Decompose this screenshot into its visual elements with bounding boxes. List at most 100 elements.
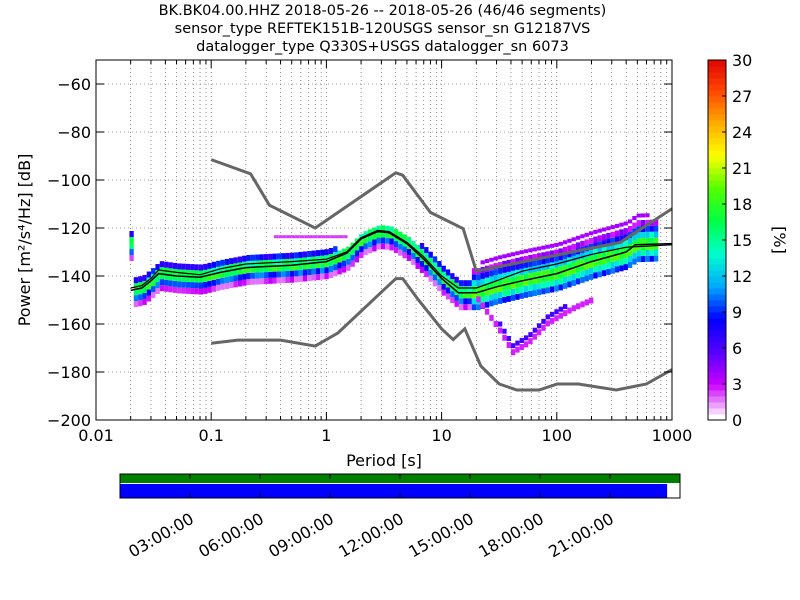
histogram-cell xyxy=(198,276,204,283)
histogram-cell xyxy=(640,232,646,239)
histogram-cell xyxy=(506,271,511,278)
histogram-cell xyxy=(276,253,282,260)
histogram-cell xyxy=(619,222,624,227)
histogram-cell xyxy=(528,254,533,261)
histogram-cell xyxy=(359,240,364,247)
histogram-cell xyxy=(506,283,511,290)
histogram-cell xyxy=(523,285,529,292)
histogram-cell xyxy=(580,252,585,259)
histogram-cell xyxy=(276,271,282,278)
colorbar-segment xyxy=(708,96,726,103)
histogram-cell xyxy=(194,264,199,271)
histogram-cell xyxy=(337,262,342,269)
histogram-cell xyxy=(372,245,377,252)
histogram-cell xyxy=(402,234,407,241)
histogram-cell xyxy=(281,277,286,284)
histogram-cell xyxy=(467,286,472,293)
histogram-cell xyxy=(601,258,607,265)
histogram-cell xyxy=(380,237,386,244)
histogram-cell xyxy=(467,304,472,311)
colorbar-label: [%] xyxy=(770,226,789,254)
histogram-cell xyxy=(424,253,429,260)
histogram-cell xyxy=(276,265,282,272)
histogram-cell xyxy=(506,253,511,258)
colorbar-segment xyxy=(708,144,726,151)
histogram-cell xyxy=(198,264,204,271)
time-tick-label: 18:00:00 xyxy=(475,509,547,561)
colorbar-segment xyxy=(708,162,726,169)
histogram-cell xyxy=(298,263,303,270)
histogram-cell xyxy=(610,243,615,250)
colorbar-segment xyxy=(708,342,726,349)
histogram-cell xyxy=(632,240,637,247)
histogram-cell xyxy=(554,273,559,280)
histogram-cell xyxy=(325,235,331,239)
histogram-cell xyxy=(458,292,464,299)
histogram-cell xyxy=(155,288,160,295)
histogram-cell xyxy=(198,288,204,295)
histogram-cell xyxy=(515,293,520,300)
histogram-cell xyxy=(610,237,615,244)
histogram-cell xyxy=(541,282,546,289)
histogram-cell xyxy=(337,268,342,275)
histogram-cell xyxy=(372,239,377,246)
histogram-cell xyxy=(614,266,620,273)
histogram-cell xyxy=(338,235,344,239)
histogram-cell xyxy=(476,286,481,293)
histogram-cell xyxy=(484,259,490,264)
histogram-cell xyxy=(328,266,334,273)
histogram-cell xyxy=(177,275,182,282)
histogram-cell xyxy=(471,280,477,287)
histogram-cell xyxy=(610,231,615,238)
histogram-cell xyxy=(597,241,602,248)
histogram-cell xyxy=(597,259,602,266)
histogram-cell xyxy=(627,262,633,269)
histogram-cell xyxy=(268,271,273,278)
histogram-cell xyxy=(519,250,524,255)
histogram-cell xyxy=(467,298,472,305)
histogram-cell xyxy=(601,227,607,232)
histogram-cell xyxy=(601,270,607,277)
histogram-cell xyxy=(190,282,195,289)
histogram-cell xyxy=(276,277,282,284)
histogram-cell xyxy=(480,272,485,279)
histogram-cell xyxy=(528,260,533,267)
histogram-cell xyxy=(632,252,637,259)
noise-model-low xyxy=(211,277,673,392)
histogram-cell xyxy=(614,223,620,228)
histogram-cell xyxy=(463,292,468,299)
histogram-cell xyxy=(588,249,594,256)
histogram-cell xyxy=(558,272,563,279)
histogram-cell xyxy=(315,256,321,263)
histogram-cell xyxy=(575,272,581,279)
colorbar-segment xyxy=(708,336,726,343)
histogram-cell xyxy=(528,338,533,345)
histogram-cell xyxy=(246,266,251,273)
histogram-cell xyxy=(454,294,459,301)
histogram-cell xyxy=(181,281,186,288)
histogram-cell xyxy=(580,234,585,239)
histogram-cell xyxy=(601,264,607,271)
histogram-cell xyxy=(614,236,620,243)
histogram-cell xyxy=(532,254,537,261)
histogram-cell xyxy=(242,267,247,274)
histogram-cell xyxy=(190,288,195,295)
histogram-cell xyxy=(159,273,165,280)
histogram-cell xyxy=(194,282,199,289)
histogram-cell xyxy=(428,275,433,282)
histogram-cell xyxy=(285,264,290,271)
histogram-cell xyxy=(441,283,446,290)
histogram-cell xyxy=(619,235,624,242)
histogram-cell xyxy=(294,252,299,259)
histogram-cell xyxy=(437,267,442,274)
x-tick-label: 100 xyxy=(542,426,573,445)
histogram-cell xyxy=(272,277,277,284)
histogram-cell xyxy=(294,270,299,277)
histogram-cell xyxy=(610,225,615,230)
colorbar-segment xyxy=(708,60,726,67)
histogram-cell xyxy=(268,277,273,284)
histogram-cell xyxy=(237,280,243,287)
histogram-cell xyxy=(571,237,576,242)
histogram-cell xyxy=(614,248,620,255)
histogram-cell xyxy=(203,263,208,270)
